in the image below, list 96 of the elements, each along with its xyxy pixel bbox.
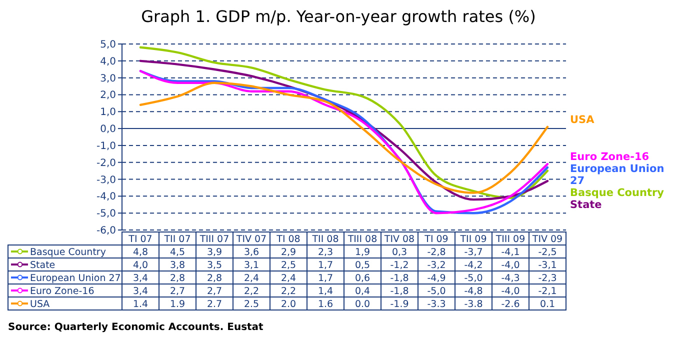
y-tick-label: -2,0 (96, 158, 116, 169)
data-label: -4,1 (501, 246, 520, 258)
data-label: -2,3 (538, 272, 557, 284)
y-tick-label: -4,0 (96, 192, 116, 203)
text: USA (570, 114, 594, 126)
y-tick-label: 2,0 (100, 90, 116, 102)
data-label: -3.8 (464, 298, 483, 310)
x-tick-label: TII 08 (311, 234, 339, 245)
x-tick-label: TIII 09 (494, 234, 526, 245)
y-tick-label: 5,0 (100, 40, 116, 50)
data-label: -5,0 (464, 272, 483, 284)
data-label: -1,2 (390, 260, 409, 271)
legend-label: Basque Country (30, 246, 106, 258)
legend-label: State (30, 260, 56, 271)
text: European Union 27 (570, 163, 664, 188)
data-label: 3,6 (244, 246, 260, 258)
data-label: 1.6 (318, 298, 334, 310)
data-label: 2,7 (206, 286, 222, 297)
source-note: Source: Quarterly Economic Accounts. Eustat (8, 322, 264, 333)
y-tick-label: 1,0 (100, 107, 116, 118)
data-label: -1.9 (390, 298, 409, 310)
data-label: 0,4 (354, 286, 370, 297)
x-tick-label: TIV 07 (235, 234, 267, 245)
data-label: -1,8 (390, 286, 409, 297)
data-label: -4,2 (464, 260, 483, 271)
data-label: 2,5 (280, 260, 296, 271)
legend-label: USA (30, 298, 50, 310)
y-tick-label: 4,0 (100, 56, 116, 68)
data-label: -3,2 (427, 260, 446, 271)
data-label: -4,9 (427, 272, 446, 284)
chart-title: Graph 1. GDP m/p. Year-on-year growth rates (%) (141, 7, 536, 26)
data-label: 4,5 (170, 246, 186, 258)
data-label: 3,5 (206, 260, 222, 271)
legend-label: Euro Zone-16 (30, 286, 94, 297)
data-label: -4,8 (464, 286, 483, 297)
data-label: 1.9 (170, 298, 186, 310)
data-label: -3,7 (464, 246, 483, 258)
x-tick-label: TII 07 (163, 234, 191, 245)
data-label: 0,3 (392, 246, 408, 258)
data-label: 1.4 (132, 298, 148, 310)
data-label: 2,2 (244, 286, 260, 297)
data-label: 1,7 (318, 260, 334, 271)
x-tick-label: TIV 09 (531, 234, 563, 245)
data-label: 2,8 (170, 272, 186, 284)
data-label: 0,6 (354, 272, 370, 284)
y-tick-label: -6,0 (96, 226, 116, 236)
data-label: 3,4 (132, 272, 148, 284)
data-label: -2,8 (427, 246, 446, 258)
data-label: -2,5 (538, 246, 557, 258)
y-tick-label: -1,0 (96, 140, 116, 152)
data-label: 2,8 (206, 272, 222, 284)
data-label: 1,4 (318, 286, 334, 297)
data-label: 4,8 (132, 246, 148, 258)
data-label: 4,0 (132, 260, 148, 271)
data-label: -3.3 (427, 298, 446, 310)
data-label: -1,8 (390, 272, 409, 284)
text: State (570, 199, 602, 212)
data-label: -2.6 (501, 298, 520, 310)
data-label: 0,5 (354, 260, 370, 271)
x-tick-label: TIII 07 (198, 234, 230, 245)
data-label: 0.0 (354, 298, 370, 310)
y-tick-label: -3,0 (96, 174, 116, 186)
data-label: 2,2 (280, 286, 296, 297)
y-tick-label: 3,0 (100, 73, 116, 84)
legend-label: European Union 27 (30, 272, 121, 284)
x-tick-label: TI 09 (424, 234, 448, 245)
data-label: 1,9 (354, 246, 370, 258)
data-label: 2,9 (280, 246, 296, 258)
data-label: 2.5 (244, 298, 260, 310)
data-label: -4,0 (501, 260, 520, 271)
data-label: -4,0 (501, 286, 520, 297)
data-label: -5,0 (427, 286, 446, 297)
x-tick-label: TIV 08 (383, 234, 415, 245)
data-label: 2.0 (280, 298, 296, 310)
data-label: -2,1 (538, 286, 557, 297)
data-label: 3,8 (170, 260, 186, 271)
data-label: 1,7 (318, 272, 334, 284)
data-label: 2.7 (206, 298, 222, 310)
data-label: 2,4 (244, 272, 260, 284)
data-label: -4,3 (501, 272, 520, 284)
data-label: 2,7 (170, 286, 186, 297)
x-tick-label: TI 08 (276, 234, 300, 245)
x-tick-label: TII 09 (459, 234, 487, 245)
data-label: 2,3 (318, 246, 334, 258)
x-tick-label: TIII 08 (346, 234, 378, 245)
data-label: 0.1 (540, 298, 556, 310)
data-label: 2,4 (280, 272, 296, 284)
data-label: 3,1 (244, 260, 260, 271)
x-tick-label: TI 07 (128, 234, 152, 245)
data-label: 3,9 (206, 246, 222, 258)
text: Basque Country (570, 187, 664, 200)
data-label: 3,4 (132, 286, 148, 297)
y-tick-label: 0,0 (100, 124, 116, 136)
data-label: -3,1 (538, 260, 557, 271)
y-tick-label: -5,0 (96, 208, 116, 220)
text: Euro Zone-16 (570, 151, 650, 164)
